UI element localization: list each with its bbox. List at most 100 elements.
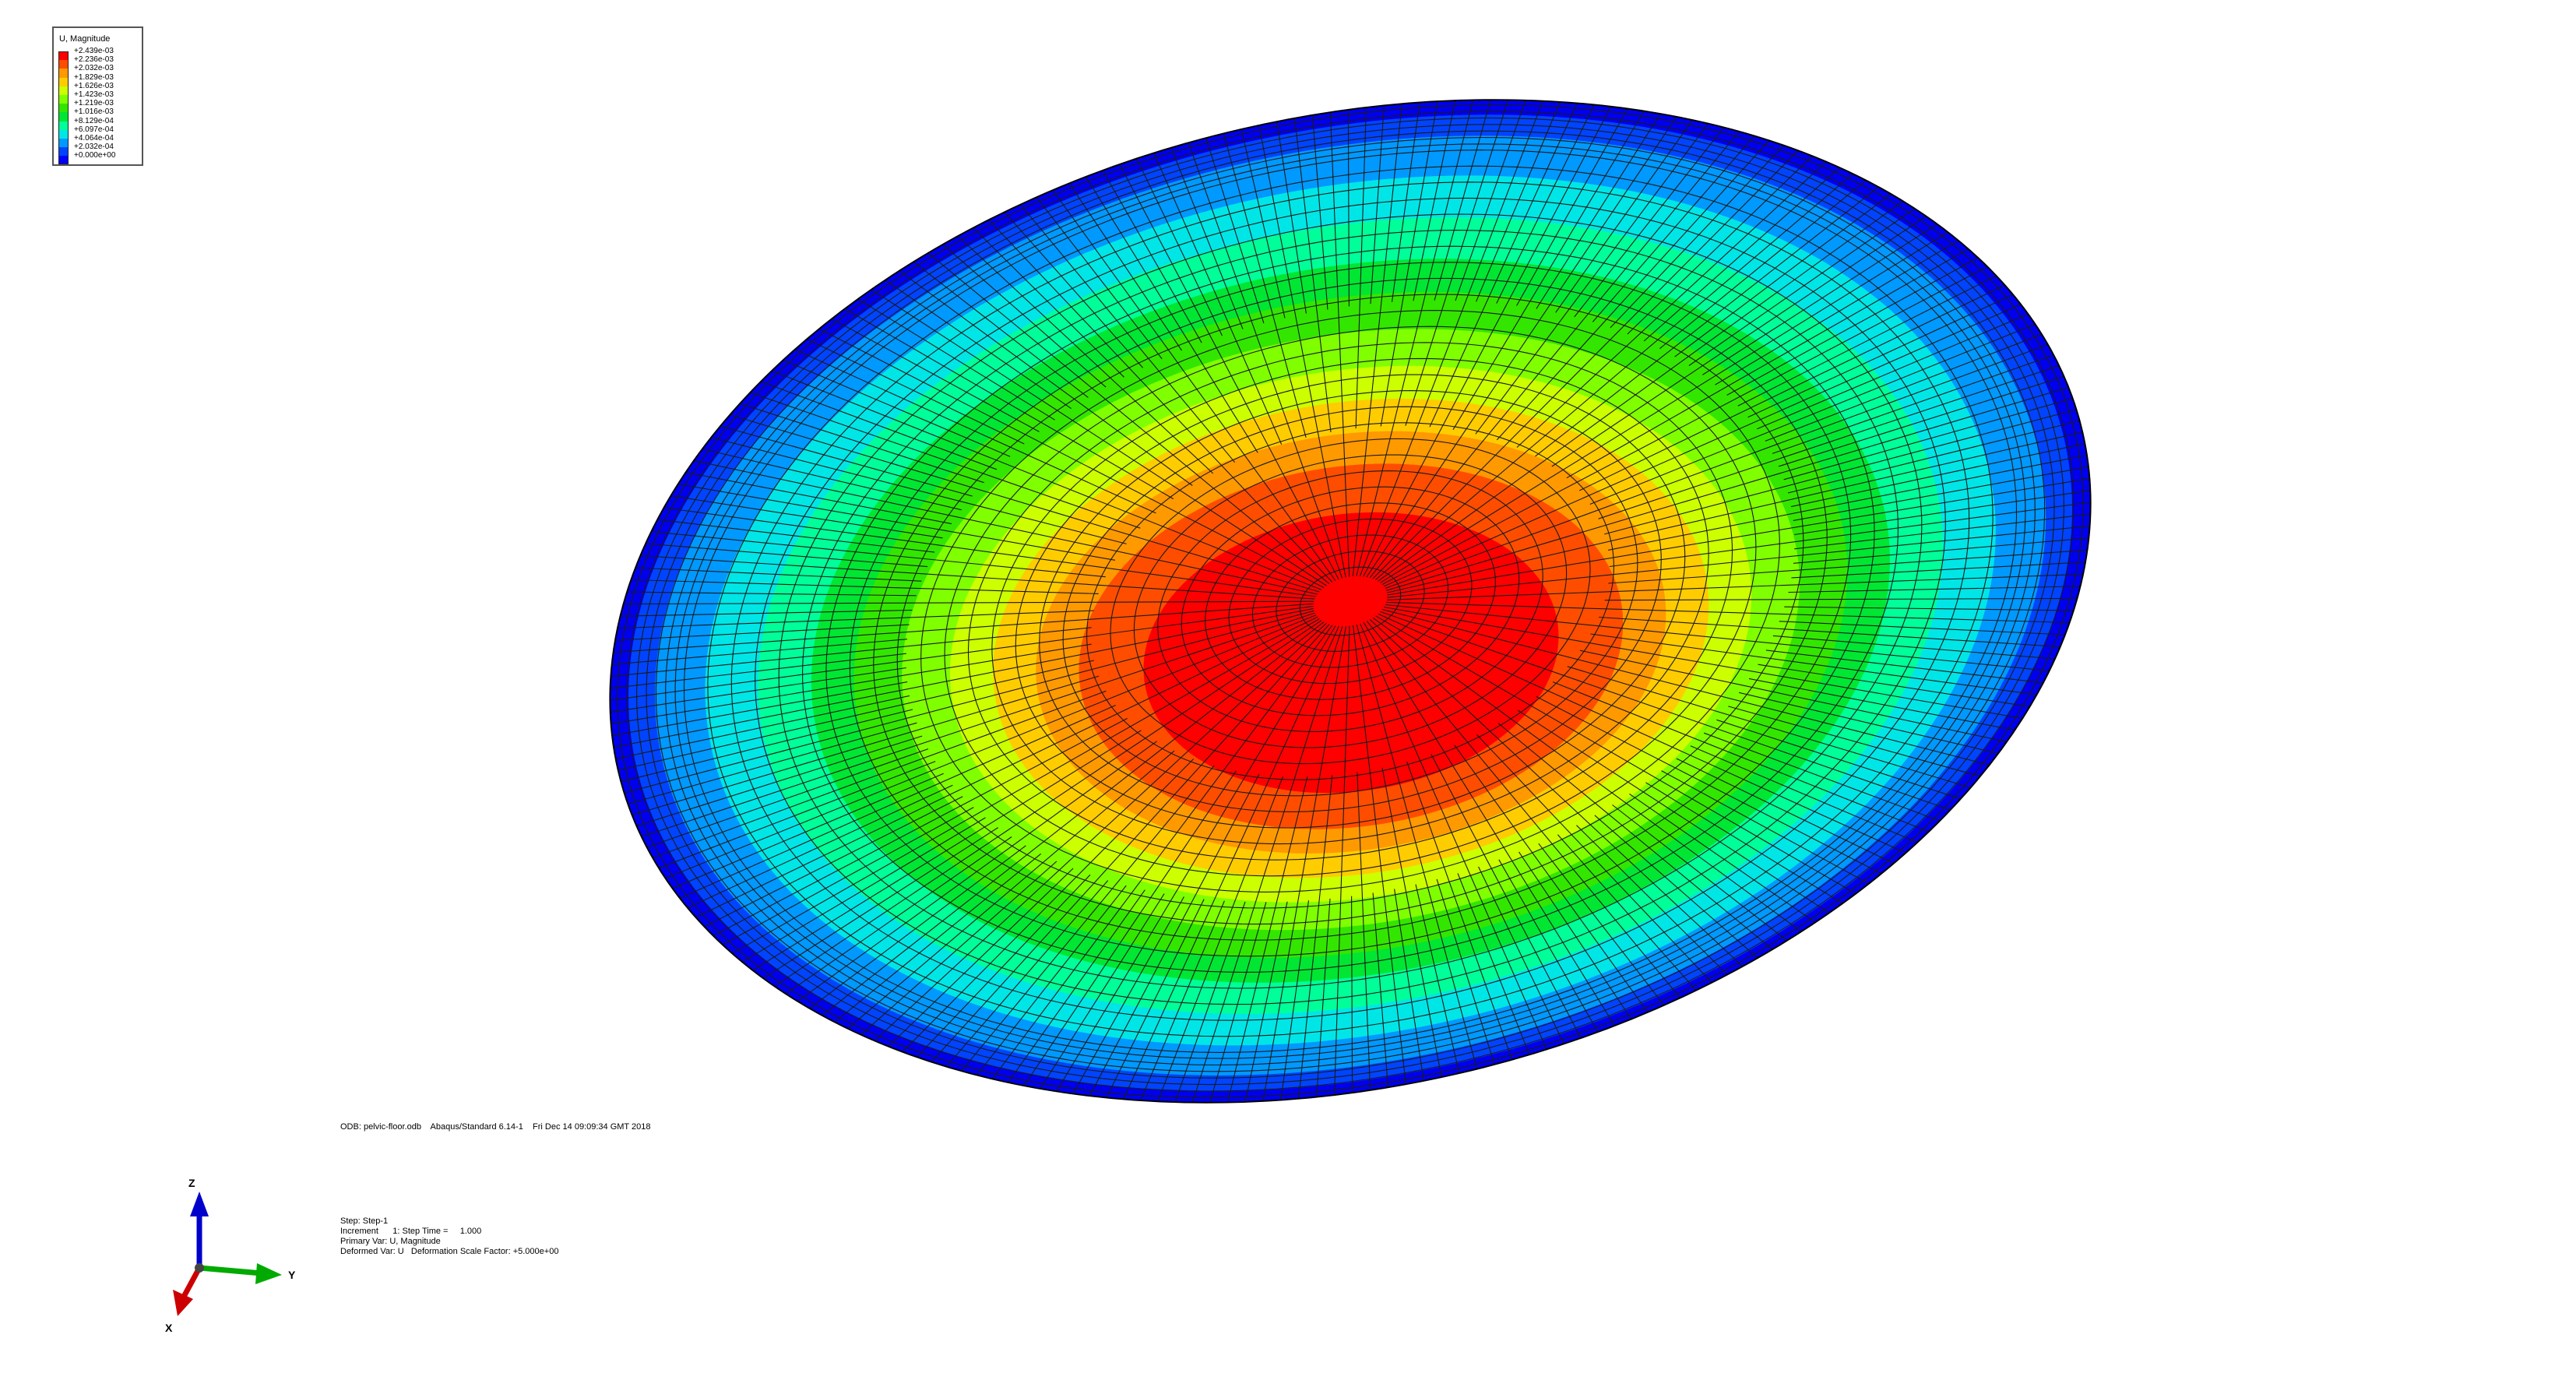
mesh-radial-line bbox=[1356, 624, 1478, 1069]
primary-var-label: Primary Var: U, Magnitude bbox=[340, 1237, 441, 1246]
mesh-radial-line bbox=[1157, 776, 1284, 1102]
mesh-radial-line bbox=[1089, 774, 1260, 1097]
mesh-radial-line bbox=[1387, 525, 2090, 598]
mesh-ring-line bbox=[1251, 534, 1449, 668]
legend-color-swatch bbox=[58, 129, 69, 139]
mesh-radial-line bbox=[1140, 900, 1225, 1101]
mesh-radial-line bbox=[1004, 211, 1144, 368]
mesh-radial-line bbox=[693, 459, 1318, 595]
mesh-radial-line bbox=[1757, 313, 2029, 430]
mesh-radial-line bbox=[752, 730, 1142, 971]
mesh-radial-line bbox=[1592, 136, 1755, 322]
mesh-radial-line bbox=[1068, 183, 1182, 351]
mesh-radial-line bbox=[871, 289, 1327, 586]
mesh-radial-line bbox=[844, 308, 1174, 500]
mesh-radial-line bbox=[1715, 240, 1959, 385]
mesh-radial-line bbox=[651, 531, 1106, 578]
mesh-radial-line bbox=[1772, 635, 2055, 660]
mesh-radial-line bbox=[809, 845, 1026, 1009]
mesh-radial-line bbox=[732, 618, 1320, 954]
mesh-radial-line bbox=[663, 507, 1316, 597]
mesh-radial-line bbox=[1434, 100, 1491, 301]
mesh-radial-line bbox=[1516, 108, 1628, 306]
mesh-radial-line bbox=[1008, 889, 1145, 1083]
mesh-radial-line bbox=[657, 519, 935, 553]
mesh-radial-line bbox=[640, 554, 1315, 600]
legend-color-swatch bbox=[58, 112, 69, 121]
mesh-radial-line bbox=[1374, 173, 1853, 581]
mesh-radial-line bbox=[1153, 153, 1283, 445]
mesh-radial-line bbox=[1607, 454, 2088, 551]
mesh-radial-line bbox=[1779, 621, 2065, 635]
legend-color-swatch bbox=[58, 156, 69, 165]
mesh-radial-line bbox=[818, 328, 1325, 588]
mesh-radial-line bbox=[1551, 216, 1927, 467]
mesh-radial-line bbox=[1381, 608, 1990, 766]
mesh-radial-line bbox=[617, 610, 1094, 629]
mesh-radial-line bbox=[847, 750, 1175, 1030]
mesh-radial-line bbox=[1244, 901, 1288, 1102]
mesh-radial-line bbox=[806, 338, 1025, 445]
mesh-radial-line bbox=[623, 600, 1314, 605]
mesh-radial-line bbox=[1380, 611, 1951, 811]
mesh-radial-line bbox=[1040, 893, 1165, 1090]
x-axis-shaft bbox=[181, 1266, 202, 1298]
legend-value-label: +2.439e-03 bbox=[74, 47, 114, 55]
mesh-radial-line bbox=[1386, 601, 2070, 624]
mesh-radial-line bbox=[614, 624, 910, 641]
mesh-radial-line bbox=[1497, 723, 1773, 950]
mesh-radial-line bbox=[1380, 231, 1948, 583]
legend-color-swatch bbox=[58, 77, 69, 86]
mesh-radial-line bbox=[1036, 196, 1163, 360]
mesh-radial-line bbox=[961, 765, 1215, 1072]
mesh-radial-line bbox=[1431, 754, 1582, 1039]
mesh-radial-line bbox=[610, 653, 906, 689]
mesh-radial-line bbox=[1262, 626, 1346, 1101]
coordinate-triad: Z Y X bbox=[148, 1168, 304, 1340]
mesh-radial-line bbox=[794, 349, 1156, 514]
mesh-radial-line bbox=[988, 219, 1333, 583]
mesh-radial-line bbox=[1359, 100, 1543, 577]
mesh-radial-line bbox=[1645, 782, 1843, 904]
mesh-radial-line bbox=[822, 621, 1325, 1016]
mesh-radial-line bbox=[834, 853, 1042, 1023]
mesh-radial-line bbox=[1429, 103, 1578, 428]
mesh-radial-line bbox=[613, 607, 1314, 748]
step-label: Step: Step-1 bbox=[340, 1216, 389, 1226]
mesh-radial-line bbox=[1385, 604, 2050, 671]
mesh-radial-line bbox=[1452, 111, 1645, 430]
mesh-radial-line bbox=[1381, 266, 1988, 585]
mesh-radial-line bbox=[1516, 161, 1827, 448]
mesh-radial-line bbox=[1778, 375, 2064, 467]
mesh-radial-line bbox=[711, 437, 1127, 544]
contour-legend[interactable]: U, Magnitude +2.439e-03 +2.236e-03 +2.032e… bbox=[52, 26, 143, 166]
mesh-radial-line bbox=[1375, 615, 1856, 894]
mesh-radial-line bbox=[1783, 398, 2073, 481]
legend-value-label: +1.829e-03 bbox=[74, 72, 114, 82]
mesh-radial-line bbox=[1056, 625, 1336, 1092]
mesh-radial-line bbox=[636, 735, 923, 827]
mesh-radial-line bbox=[1765, 333, 2043, 442]
mesh-radial-line bbox=[1455, 100, 1526, 301]
mesh-radial-line bbox=[1702, 224, 1938, 375]
mesh-radial-line bbox=[631, 579, 1099, 594]
mesh-radial-line bbox=[874, 622, 1327, 1041]
mesh-radial-line bbox=[611, 643, 1092, 725]
mesh-radial-line bbox=[1590, 633, 2037, 695]
mesh-radial-line bbox=[991, 625, 1333, 1079]
mesh-radial-line bbox=[973, 227, 1124, 378]
mesh-radial-line bbox=[1716, 719, 1961, 800]
mesh-radial-line bbox=[615, 695, 910, 759]
mesh-radial-line bbox=[702, 448, 962, 511]
mesh-radial-line bbox=[1790, 443, 2085, 508]
mesh-radial-line bbox=[1661, 770, 1870, 885]
mesh-ring-line bbox=[1181, 486, 1520, 716]
x-axis-label: X bbox=[165, 1322, 173, 1334]
mesh-radial-line bbox=[720, 425, 973, 497]
finite-element-mesh bbox=[610, 100, 2091, 1103]
mesh-radial-line bbox=[797, 741, 1157, 1002]
mesh-radial-line bbox=[672, 773, 944, 889]
mesh-radial-line bbox=[641, 612, 1315, 837]
